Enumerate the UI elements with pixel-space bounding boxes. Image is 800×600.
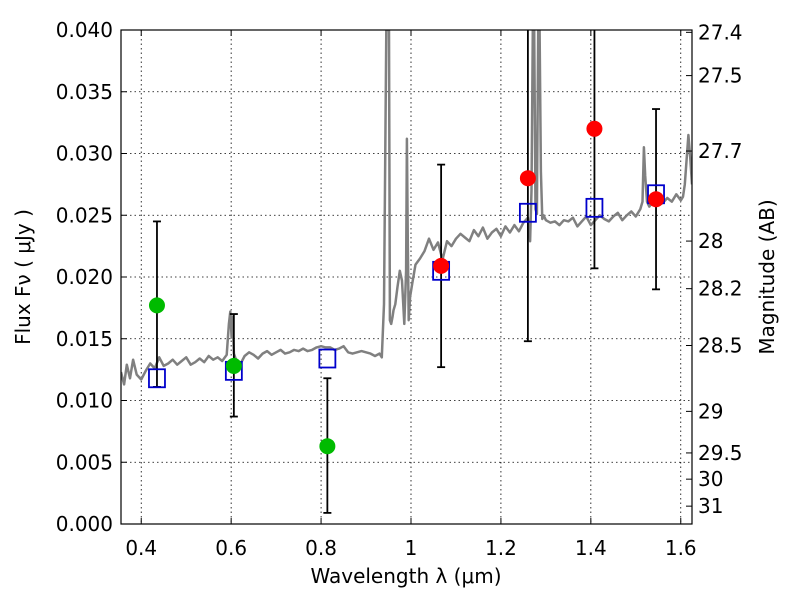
observed-point-marker	[433, 257, 450, 274]
observed-point-marker	[148, 297, 165, 314]
magnitude-tick-labels: 27.4 27.5 27.7 28 28.2 28.5 29 29.530 31	[698, 20, 743, 518]
model-square-marker	[585, 197, 604, 218]
magnitude-tick-label: 28.5	[698, 333, 743, 357]
magnitude-tick-label: 28	[698, 229, 723, 253]
x-tick-label: 0.4	[125, 536, 157, 560]
model-square-marker	[148, 368, 166, 389]
y-tick-labels: 0.000 0.005 0.010 0.015 0.020 0.025 0.030 0.035…	[56, 18, 113, 536]
data-markers	[148, 120, 665, 455]
x-tick-label: 1.4	[575, 536, 607, 560]
magnitude-tick-label: 27.7	[698, 139, 743, 163]
y-tick-label: 0.015	[56, 327, 113, 351]
axis-ticks	[121, 29, 692, 525]
magnitude-tick-label: 27.4	[698, 20, 743, 44]
y-tick-label: 0.010	[56, 389, 113, 413]
magnitude-tick-label: 28.2	[698, 277, 743, 301]
y-tick-label: 0.035	[56, 80, 113, 104]
y-tick-label: 0.020	[56, 265, 113, 289]
magnitude-tick-label: 29	[698, 399, 723, 423]
x-tick-labels: 0.4 0.6 0.8 1 1.2 1.4 1.6	[125, 536, 696, 560]
y-tick-label: 0.025	[56, 203, 113, 227]
model-square-marker	[518, 202, 537, 223]
x-axis-title: Wavelength λ (μm)	[310, 564, 501, 588]
observed-point-marker	[648, 191, 665, 208]
magnitude-tick-label: 30	[698, 467, 723, 491]
y-axis-title: Flux Fν ( μJy )	[11, 209, 35, 345]
observed-point-marker	[225, 357, 242, 374]
model-square-marker	[318, 348, 337, 369]
magnitude-tick-label: 31	[698, 494, 723, 518]
y-tick-label: 0.000	[56, 512, 113, 536]
y-tick-label: 0.040	[56, 18, 113, 42]
x-tick-label: 1.2	[485, 536, 517, 560]
y-tick-label: 0.005	[56, 450, 113, 474]
observed-point-marker	[519, 170, 536, 187]
magnitude-tick-label: 29.5	[698, 441, 743, 465]
magnitude-tick-label: 27.5	[698, 64, 743, 88]
x-tick-label: 1	[405, 536, 418, 560]
x-tick-label: 0.6	[215, 536, 247, 560]
x-tick-label: 1.6	[665, 536, 697, 560]
y-tick-label: 0.030	[56, 142, 113, 166]
magnitude-axis-title: Magnitude (AB)	[755, 199, 779, 354]
x-tick-label: 0.8	[305, 536, 337, 560]
observed-point-marker	[586, 120, 603, 137]
observed-point-marker	[319, 438, 336, 455]
